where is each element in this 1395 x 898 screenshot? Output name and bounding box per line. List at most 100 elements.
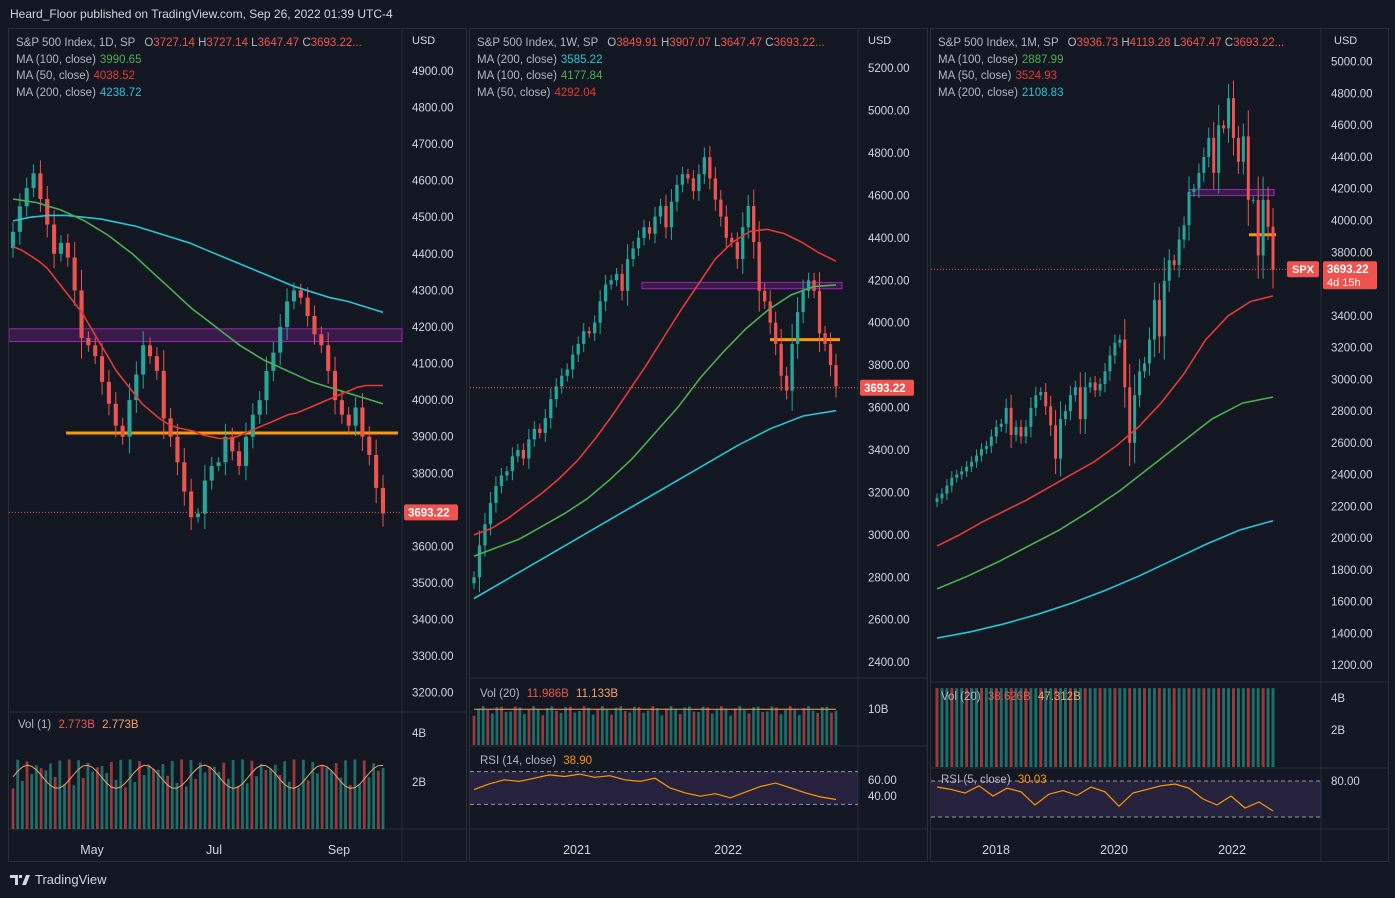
volume-bar <box>994 688 998 767</box>
candle-body <box>58 242 64 254</box>
ma200-line <box>12 214 384 314</box>
volume-bar <box>1034 688 1038 767</box>
candle-body <box>319 334 324 346</box>
volume-bar <box>217 772 221 829</box>
volume-bar <box>283 761 287 829</box>
ohlc-close: 3693.22... <box>1233 37 1285 49</box>
y-tick-label: 3000.00 <box>1331 374 1373 386</box>
candle-body <box>587 331 591 334</box>
candle-body <box>1251 199 1255 201</box>
volume-bar <box>147 764 151 829</box>
volume-bar <box>532 706 535 745</box>
volume-bar <box>1251 688 1255 767</box>
candle-body <box>653 216 657 234</box>
y-tick-label: 3200.00 <box>1331 343 1373 355</box>
footer[interactable]: TradingView <box>10 872 107 887</box>
volume-bar <box>793 708 797 745</box>
volume-tick-label: 4B <box>412 728 426 740</box>
candle-body <box>31 173 36 188</box>
candle-body <box>999 423 1003 427</box>
candle-body <box>757 242 761 291</box>
candle-body <box>106 381 111 404</box>
volume-bar <box>278 774 282 829</box>
volume-bar <box>582 706 586 745</box>
candle-body <box>52 224 57 254</box>
monthly-chart-svg[interactable]: 5000.00 4800.00 4600.00 4400.00 4200.00 4000.… <box>931 29 1389 862</box>
candle-body <box>1034 395 1038 408</box>
volume-bar <box>35 765 38 829</box>
monthly-chart-pane[interactable]: 5000.00 4800.00 4600.00 4400.00 4200.00 4000.… <box>930 28 1389 862</box>
y-tick-label: 2600.00 <box>868 615 910 627</box>
last-price-label: 3693.22 <box>864 383 906 395</box>
candle-body <box>1088 382 1092 388</box>
daily-chart-svg[interactable]: 4900.00 4800.00 4700.00 4600.00 4500.00 4400.… <box>9 29 467 862</box>
candle-body <box>691 178 696 192</box>
volume-bar <box>651 706 655 745</box>
candle-body <box>1044 391 1048 407</box>
candle-body <box>784 375 789 391</box>
candle-body <box>182 462 187 492</box>
rsi-line <box>473 773 837 801</box>
volume-bar <box>472 715 476 745</box>
candle-body <box>532 428 536 440</box>
y-tick-label: 2400.00 <box>1331 470 1373 482</box>
ma-value: 4292.04 <box>554 86 597 99</box>
ma-label: MA (50, close) <box>16 70 90 82</box>
candle-body <box>134 374 139 401</box>
volume-bar <box>212 766 216 829</box>
volume-bar <box>642 713 645 745</box>
ma50-line <box>936 295 1274 547</box>
volume-bar <box>1068 688 1072 767</box>
volume-bar <box>86 762 90 829</box>
ma-value: 3524.93 <box>1015 70 1058 82</box>
candle-body <box>609 280 613 285</box>
volume-bar <box>999 688 1003 767</box>
candle-body <box>527 439 531 459</box>
volume-bar <box>1167 688 1171 767</box>
weekly-chart-pane[interactable]: 5200.00 5000.00 4800.00 4600.00 4400.00 4200.… <box>469 28 928 862</box>
volume-bar <box>802 708 806 745</box>
volume-bar <box>367 777 371 829</box>
y-tick-label: 4200.00 <box>1331 184 1373 196</box>
ma-value: 4038.52 <box>93 70 136 82</box>
volume-bar <box>1098 688 1102 767</box>
volume-bar <box>646 710 650 745</box>
ma-value: 4177.84 <box>560 70 603 82</box>
daily-chart-pane[interactable]: 4900.00 4800.00 4700.00 4600.00 4500.00 4400.… <box>8 28 467 862</box>
candle-body <box>154 356 159 371</box>
volume-bar <box>1182 688 1186 767</box>
volume-bar <box>742 710 746 745</box>
volume-value: 2.773B <box>58 719 95 731</box>
volume-bar <box>231 760 235 829</box>
volume-bar <box>1073 688 1077 767</box>
volume-bar <box>1049 688 1053 767</box>
candle-body <box>1236 137 1240 162</box>
volume-bar <box>67 759 71 829</box>
candle-body <box>1068 395 1072 412</box>
y-tick-label: 2800.00 <box>868 572 910 584</box>
candle-body <box>955 474 959 478</box>
ohlc-open: 3849.91 <box>616 37 658 49</box>
candle-body <box>1113 342 1117 356</box>
candle-body <box>1152 299 1156 340</box>
volume-bar <box>674 709 677 745</box>
candle-body <box>582 331 586 344</box>
chart-title: S&P 500 Index, 1W, SP <box>477 37 599 49</box>
volume-bar <box>775 707 778 745</box>
rsi-tick-label: 40.00 <box>868 791 897 803</box>
candle-body <box>1004 407 1008 424</box>
weekly-chart-svg[interactable]: 5200.00 5000.00 4800.00 4600.00 4400.00 4200.… <box>470 29 928 862</box>
volume-bar <box>628 712 632 745</box>
ma50-line <box>12 245 383 440</box>
candle-body <box>950 477 954 486</box>
candle-body <box>72 257 77 291</box>
candle-body <box>1098 384 1102 391</box>
candle-body <box>1222 125 1226 129</box>
candle-body <box>774 322 778 344</box>
volume-bar <box>1133 688 1137 767</box>
candle-body <box>636 237 641 249</box>
volume-bar <box>697 711 700 745</box>
candle-body <box>243 436 249 466</box>
y-tick-label: 3500.00 <box>412 578 454 590</box>
ma-label: MA (50, close) <box>938 70 1012 82</box>
